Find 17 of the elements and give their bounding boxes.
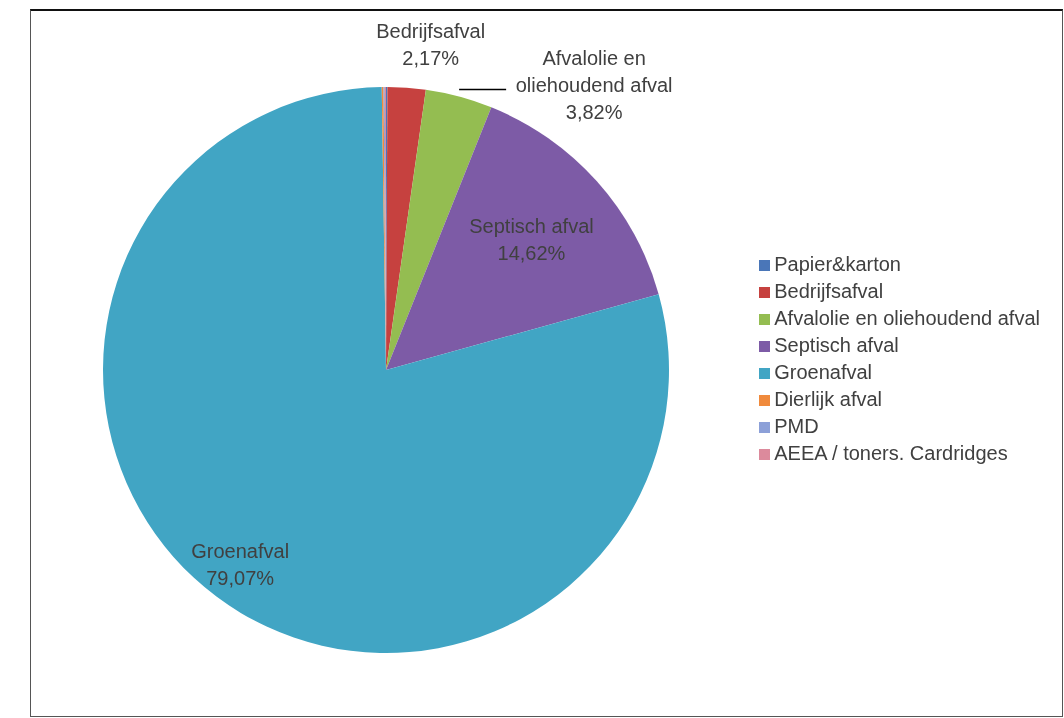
legend-label: Dierlijk afval <box>774 388 883 410</box>
legend-label: Septisch afval <box>774 334 899 356</box>
legend-label: PMD <box>774 415 819 437</box>
legend-label: Groenafval <box>774 361 873 383</box>
data-label: 2,17% <box>402 47 460 70</box>
slice-label: Afvalolie en oliehoudend afval <box>515 46 673 96</box>
data-label: 14,62% <box>497 242 566 265</box>
data-label: 3,82% <box>565 100 623 123</box>
slice-label: Groenafval <box>191 540 290 563</box>
slice-label: Bedrijfsafval <box>376 20 486 43</box>
legend-label: AEEA / toners. Cardridges <box>774 442 1008 464</box>
data-label: 79,07% <box>206 567 275 590</box>
slice-label: Septisch afval <box>469 215 594 238</box>
legend-label: Bedrijfsafval <box>774 280 884 302</box>
pie-slice <box>386 107 659 370</box>
legend-label: Afvalolie en oliehoudend afval <box>774 307 1040 329</box>
legend-label: Papier&karton <box>774 253 901 275</box>
